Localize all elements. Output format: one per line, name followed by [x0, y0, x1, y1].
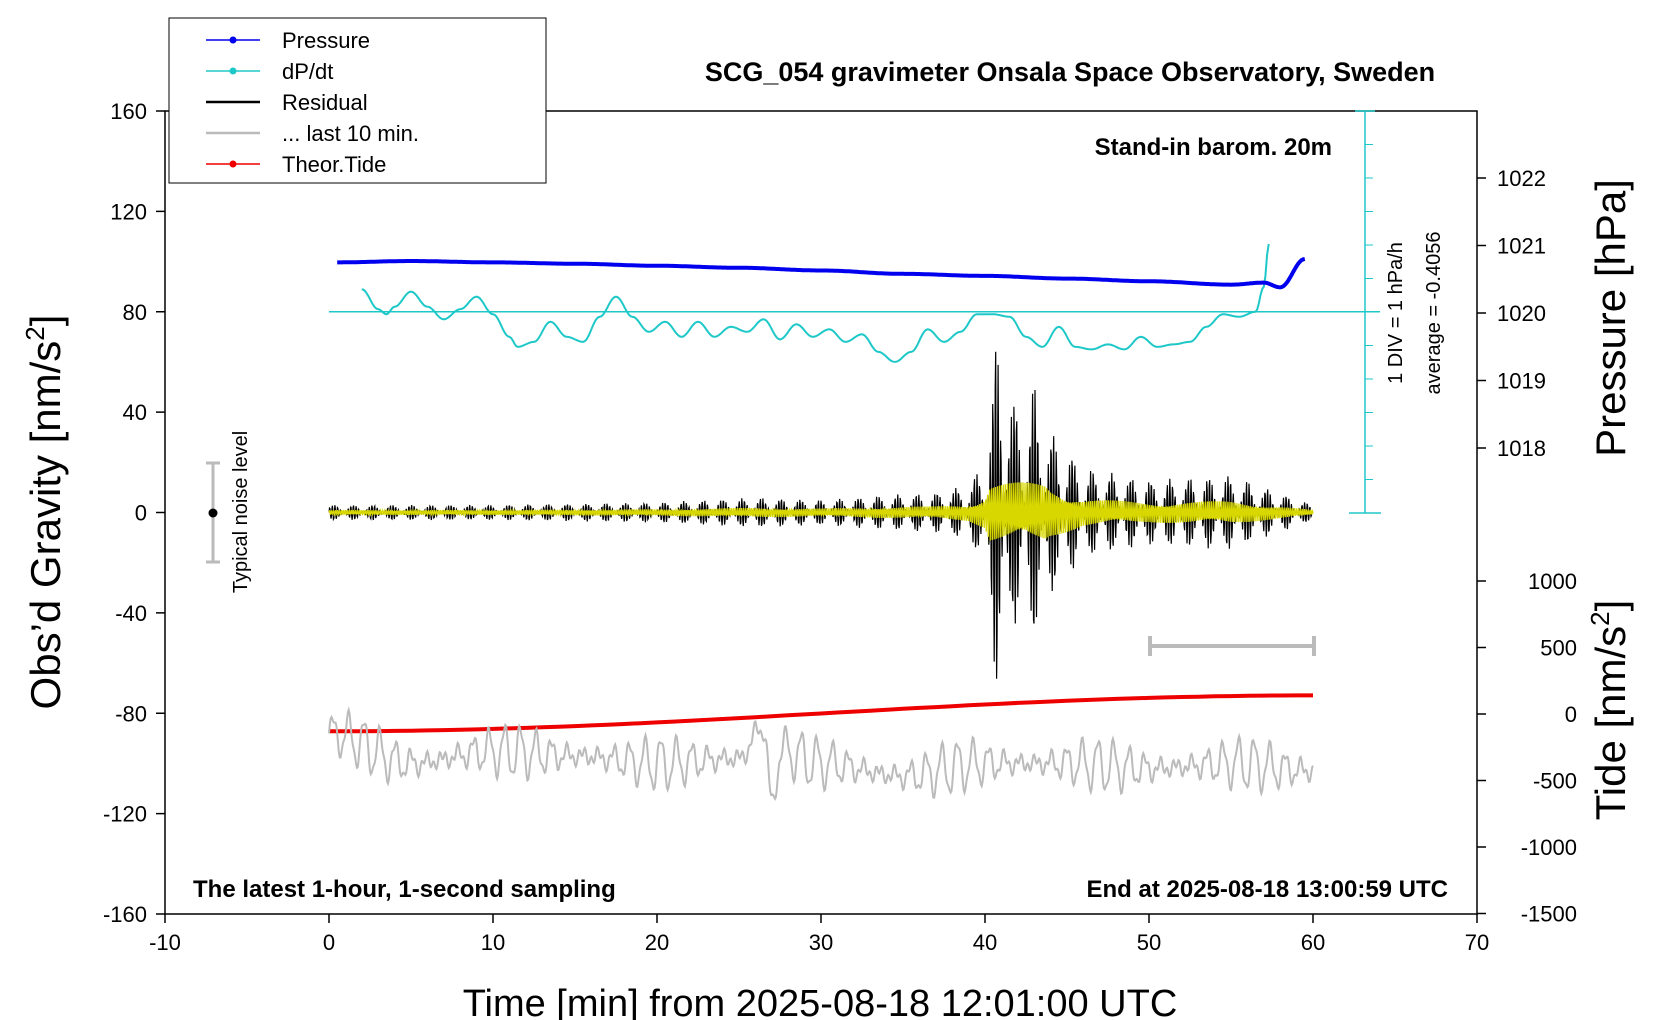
end-at-label: End at 2025-08-18 13:00:59 UTC: [1087, 876, 1449, 903]
axis-ticks: -10 0 10 20 30 40 50 60 7016012080400-40-80-120-…: [103, 99, 1577, 955]
tide-tick-label: -1000: [1521, 835, 1577, 860]
pressure-tick-label: 1022: [1497, 166, 1546, 191]
pressure-tick-label: 1019: [1497, 369, 1546, 394]
y-tick-label: 120: [110, 199, 147, 224]
x-tick-label: 0: [323, 930, 335, 955]
legend: Pressure dP/dt Residual ... last 10 min. The…: [168, 17, 547, 184]
legend-label: ... last 10 min.: [282, 121, 419, 146]
chart-title: SCG_054 gravimeter Onsala Space Observat…: [705, 57, 1435, 87]
div-label: 1 DIV = 1 hPa/h: [1385, 242, 1407, 384]
x-tick-label: 60: [1301, 930, 1325, 955]
x-tick-label: 20: [645, 930, 669, 955]
legend-box: [168, 17, 547, 184]
x-axis-label: Time [min] from 2025-08-18 12:01:00 UTC: [463, 983, 1178, 1020]
y-axis-label-tide: Tide [nm/s2]: [1585, 600, 1634, 821]
noise-level-label: Typical noise level: [230, 431, 252, 593]
tide-tick-label: 1000: [1528, 569, 1577, 594]
y-axis-label-pressure: Pressure [hPa]: [1587, 179, 1634, 457]
legend-label: Pressure: [282, 28, 370, 53]
residual-filtered-line: [328, 482, 1314, 541]
tide-series-line: [329, 693, 1313, 734]
legend-label: Residual: [282, 90, 368, 115]
y-tick-label: -80: [115, 701, 147, 726]
stand-in-label: Stand-in barom. 20m: [1095, 134, 1332, 161]
noise-level-marker: [206, 461, 220, 564]
y-tick-label: -40: [115, 601, 147, 626]
pressure-tick-label: 1018: [1497, 436, 1546, 461]
y-axis-label-left: Obs’d Gravity [nm/s2]: [20, 315, 69, 710]
last-10-min-bar: [1148, 636, 1316, 656]
legend-label: Theor.Tide: [282, 152, 386, 177]
legend-marker: [229, 160, 237, 168]
legend-label: dP/dt: [282, 59, 333, 84]
x-tick-label: 50: [1137, 930, 1161, 955]
y-tick-label: -120: [103, 802, 147, 827]
x-tick-label: 40: [973, 930, 997, 955]
y-tick-label: 80: [123, 300, 147, 325]
tide-tick-label: -500: [1533, 769, 1577, 794]
tide-tick-label: 0: [1565, 702, 1577, 727]
dpdt-series-line: [361, 243, 1270, 363]
data-traces: [328, 243, 1380, 802]
tide-tick-label: 500: [1540, 636, 1577, 661]
dpdt-scale-ticks: [1365, 144, 1373, 480]
pressure-tick-label: 1021: [1497, 234, 1546, 259]
pressure-series-line: [337, 257, 1306, 290]
average-label: average = -0.4056: [1423, 232, 1445, 395]
legend-marker: [229, 67, 237, 75]
legend-marker: [229, 36, 237, 44]
pressure-tick-label: 1020: [1497, 301, 1546, 326]
y-tick-label: 160: [110, 99, 147, 124]
y-tick-label: 0: [135, 501, 147, 526]
last-10-min-series-line: [328, 706, 1314, 802]
x-tick-label: 70: [1465, 930, 1489, 955]
x-tick-label: 10: [481, 930, 505, 955]
y-tick-label: 40: [123, 400, 147, 425]
latest-label: The latest 1-hour, 1-second sampling: [193, 876, 616, 903]
y-tick-label: -160: [103, 902, 147, 927]
x-tick-label: -10: [149, 930, 181, 955]
x-tick-label: 30: [809, 930, 833, 955]
tide-tick-label: -1500: [1521, 902, 1577, 927]
